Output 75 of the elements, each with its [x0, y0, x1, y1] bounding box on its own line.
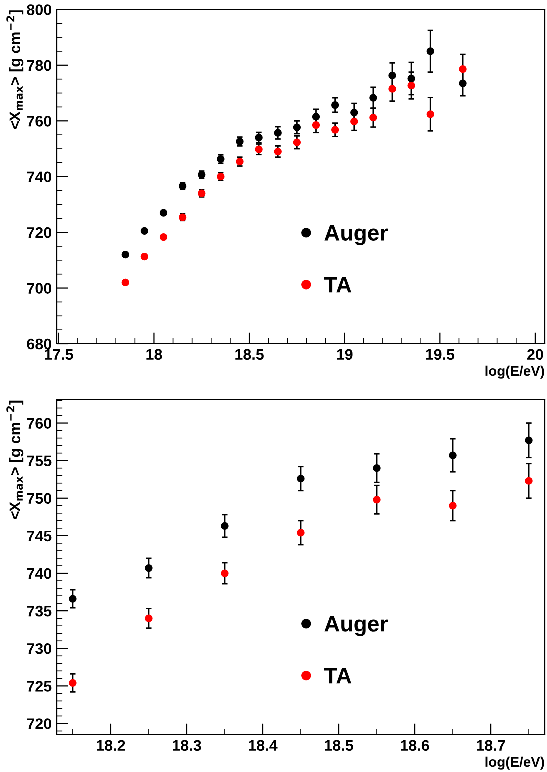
y-tick-label: 730 [27, 643, 52, 654]
y-tick-label: 735 [27, 606, 52, 617]
y-tick-label: 725 [27, 681, 52, 692]
point [350, 118, 358, 126]
point [69, 679, 77, 687]
y-tick-label: 780 [27, 60, 52, 72]
point [449, 452, 457, 460]
x-tick-label: 18.4 [249, 740, 278, 752]
y-tick-label: 755 [27, 456, 52, 467]
legend-label: Auger [324, 616, 388, 636]
y-tick-label: 720 [27, 227, 52, 238]
x-tick-label: 19 [337, 349, 353, 360]
point [332, 101, 340, 110]
point [426, 48, 434, 56]
point [293, 138, 301, 146]
point [274, 129, 282, 137]
point [312, 122, 320, 130]
x-tick-label: 17.5 [45, 349, 74, 360]
point [350, 108, 358, 117]
point [274, 148, 282, 156]
point [332, 126, 340, 134]
point [408, 82, 416, 90]
point [122, 251, 130, 259]
y-tick-label: 720 [27, 718, 52, 730]
x-tick-label: 18.3 [173, 740, 202, 752]
y-axis-title: <X$_{max}$> [g cm$^{−2}$] [6, 10, 24, 130]
point [388, 85, 396, 93]
x-axis-title: log(E/eV) [486, 366, 544, 379]
point [69, 595, 77, 603]
point [459, 80, 467, 88]
point [370, 94, 378, 102]
x-tick-label: 18.2 [97, 740, 126, 752]
point [221, 522, 229, 530]
point [388, 72, 396, 80]
y-tick-label: 680 [27, 338, 52, 350]
point [160, 209, 168, 217]
point [293, 124, 301, 132]
x-tick-label: 18.5 [236, 349, 264, 360]
point [145, 614, 153, 622]
point [140, 253, 148, 261]
point [525, 477, 533, 485]
point [525, 436, 533, 444]
point [145, 564, 153, 572]
point [122, 278, 130, 287]
point [408, 74, 416, 83]
y-tick-label: 740 [27, 172, 52, 183]
point [426, 110, 434, 118]
point [160, 234, 168, 242]
point [312, 113, 320, 121]
point [297, 529, 305, 537]
y-tick-label: 740 [27, 568, 52, 580]
x-tick-label: 18.7 [477, 740, 506, 752]
y-tick-label: 760 [27, 418, 52, 429]
point [449, 502, 457, 510]
point [370, 114, 378, 122]
y-tick-label: 750 [27, 493, 52, 504]
y-axis-title: <X$_{max}$> [g cm$^{−2}$] [6, 400, 24, 520]
point [221, 570, 229, 578]
legend-label: TA [324, 668, 352, 684]
x-tick-label: 18.6 [401, 740, 430, 752]
x-tick-label: 18.5 [325, 740, 354, 752]
point [373, 464, 381, 472]
legend-label: Auger [324, 225, 388, 246]
y-tick-label: 760 [27, 116, 52, 127]
x-tick-label: 18 [146, 349, 162, 360]
legend-label: TA [324, 277, 352, 293]
y-tick-label: 700 [27, 283, 52, 294]
x-tick-label: 19.5 [426, 349, 455, 360]
x-axis-title: log(E/eV) [486, 756, 544, 770]
point [297, 475, 305, 483]
y-tick-label: 800 [27, 4, 52, 16]
point [373, 496, 381, 504]
point [140, 227, 148, 235]
y-tick-label: 745 [27, 530, 52, 542]
x-tick-label: 20 [528, 349, 544, 360]
